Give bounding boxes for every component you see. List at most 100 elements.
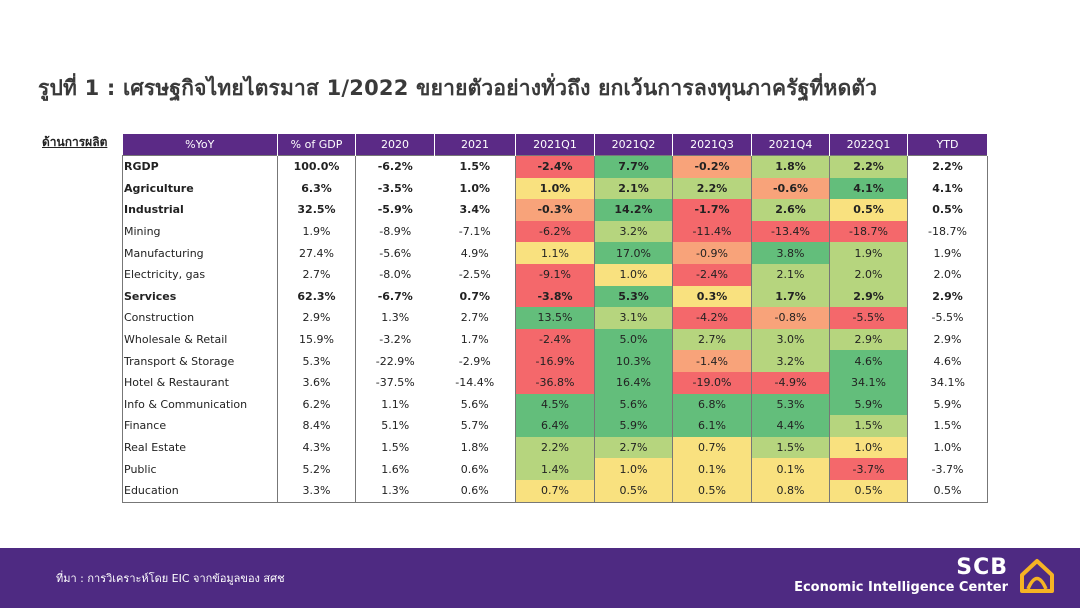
quarter-heat-cell: 4.1% bbox=[829, 177, 908, 200]
scb-logo-icon bbox=[1020, 559, 1054, 593]
year-2021-cell: 1.5% bbox=[434, 154, 516, 178]
row-label: Hotel & Restaurant bbox=[122, 371, 278, 394]
year-2021-cell: 1.0% bbox=[459, 181, 490, 195]
year-2020-cell: 1.3% bbox=[381, 311, 410, 325]
year-2021-cell: 5.7% bbox=[460, 419, 489, 433]
gdp-share-cell: 32.5% bbox=[277, 199, 356, 221]
table-row: Electricity, gas 2.7% -8.0% -2.5% -9.1% 1.0% -… bbox=[122, 263, 988, 286]
table-row: Industrial 32.5% -5.9% 3.4% -0.3% 14.2% -1.7% 2… bbox=[122, 199, 988, 221]
brand-name: SCB bbox=[956, 555, 1008, 580]
quarter-heat-cell: 3.2% bbox=[751, 350, 830, 372]
year-2021-cell: 0.6% bbox=[434, 479, 516, 503]
quarter-heat-cell: 2.1% bbox=[751, 263, 830, 286]
col-header-2021q4: 2021Q4 bbox=[751, 134, 830, 156]
year-2021-cell: 1.7% bbox=[460, 333, 489, 347]
table-row: Transport & Storage 5.3% -22.9% -2.9% -16.9%… bbox=[122, 350, 988, 372]
ytd-cell: -5.5% bbox=[907, 307, 988, 329]
quarter-heat-cell: -1.4% bbox=[672, 350, 752, 372]
quarter-heat-cell: 2.1% bbox=[594, 177, 673, 200]
quarter-heat-cell: 2.2% bbox=[515, 436, 595, 459]
quarter-heat-cell: 2.9% bbox=[829, 285, 908, 308]
row-label: Education bbox=[122, 479, 278, 503]
col-header-2021: 2021 bbox=[434, 134, 516, 156]
ytd-cell: -18.7% bbox=[907, 220, 988, 243]
row-label: RGDP bbox=[122, 154, 278, 178]
year-2020-cell: -8.0% bbox=[379, 268, 412, 282]
ytd-cell: 2.2% bbox=[907, 154, 988, 178]
ytd-cell: 0.5% bbox=[907, 479, 988, 503]
quarter-heat-cell: 0.5% bbox=[829, 479, 908, 503]
quarter-heat-cell: 0.8% bbox=[751, 479, 830, 503]
gdp-share-cell: 100.0% bbox=[277, 154, 356, 178]
quarter-heat-cell: -5.5% bbox=[829, 307, 908, 329]
quarter-heat-cell: 2.6% bbox=[751, 199, 830, 221]
row-label: Construction bbox=[122, 307, 278, 329]
year-2020-cell: -8.9% bbox=[379, 225, 412, 239]
quarter-heat-cell: 4.4% bbox=[751, 415, 830, 437]
quarter-heat-cell: -16.9% bbox=[515, 350, 595, 372]
row-label: Real Estate bbox=[122, 436, 278, 459]
row-label: Public bbox=[122, 458, 278, 480]
gdp-share-cell: 8.4% bbox=[277, 415, 356, 437]
quarter-heat-cell: 1.0% bbox=[594, 263, 673, 286]
quarter-heat-cell: -4.9% bbox=[751, 371, 830, 394]
table-row: Public 5.2% 1.6% 0.6% 1.4% 1.0% 0.1% 0.1% -3.7% -… bbox=[122, 458, 988, 480]
table-row: Manufacturing 27.4% -5.6% 4.9% 1.1% 17.0% -0.9… bbox=[122, 242, 988, 264]
year-2020-cell: -6.2% bbox=[355, 154, 435, 178]
row-label: Manufacturing bbox=[122, 242, 278, 264]
gdp-share-cell: 3.6% bbox=[277, 371, 356, 394]
table-row: Hotel & Restaurant 3.6% -37.5% -14.4% -36.8%… bbox=[122, 371, 988, 394]
quarter-heat-cell: 0.5% bbox=[829, 199, 908, 221]
ytd-cell: 4.6% bbox=[907, 350, 988, 372]
year-2021-cell: -2.5% bbox=[458, 268, 491, 282]
gdp-share-cell: 1.9% bbox=[277, 220, 356, 243]
row-label: Info & Communication bbox=[122, 393, 278, 416]
year-2020-cell: 1.1% bbox=[381, 397, 410, 411]
quarter-heat-cell: 1.7% bbox=[751, 285, 830, 308]
ytd-cell: 34.1% bbox=[907, 371, 988, 394]
quarter-heat-cell: -19.0% bbox=[672, 371, 752, 394]
quarter-heat-cell: 1.1% bbox=[515, 242, 595, 264]
col-header-gdp-share: % of GDP bbox=[277, 134, 356, 156]
quarter-heat-cell: 2.0% bbox=[829, 263, 908, 286]
quarter-heat-cell: 6.8% bbox=[672, 393, 752, 416]
source-note: ที่มา : การวิเคราะห์โดย EIC จากข้อมูลของ… bbox=[56, 572, 285, 585]
ytd-cell: 0.5% bbox=[907, 199, 988, 221]
ytd-cell: 2.9% bbox=[907, 328, 988, 351]
quarter-heat-cell: 5.3% bbox=[751, 393, 830, 416]
quarter-heat-cell: 3.2% bbox=[594, 220, 673, 243]
col-header-ytd: YTD bbox=[907, 134, 988, 156]
quarter-heat-cell: -4.2% bbox=[672, 307, 752, 329]
quarter-heat-cell: 14.2% bbox=[594, 199, 673, 221]
row-label: Services bbox=[122, 285, 278, 308]
year-2021-cell: -14.4% bbox=[455, 376, 495, 390]
ytd-cell: 2.0% bbox=[907, 263, 988, 286]
quarter-heat-cell: 3.8% bbox=[751, 242, 830, 264]
quarter-heat-cell: 0.7% bbox=[672, 436, 752, 459]
gdp-share-cell: 4.3% bbox=[277, 436, 356, 459]
gdp-share-cell: 6.2% bbox=[277, 393, 356, 416]
row-label: Mining bbox=[122, 220, 278, 243]
quarter-heat-cell: 2.2% bbox=[829, 154, 908, 178]
ytd-cell: 1.5% bbox=[907, 415, 988, 437]
row-label: Industrial bbox=[122, 199, 278, 221]
gdp-share-cell: 15.9% bbox=[277, 328, 356, 351]
quarter-heat-cell: -11.4% bbox=[672, 220, 752, 243]
year-2021-cell: 5.6% bbox=[460, 397, 489, 411]
quarter-heat-cell: -3.8% bbox=[515, 285, 595, 308]
ytd-cell: 1.0% bbox=[907, 436, 988, 459]
quarter-heat-cell: 5.6% bbox=[594, 393, 673, 416]
quarter-heat-cell: 1.5% bbox=[751, 436, 830, 459]
ytd-cell: -3.7% bbox=[907, 458, 988, 480]
gdp-share-cell: 5.2% bbox=[277, 458, 356, 480]
table-row: Mining 1.9% -8.9% -7.1% -6.2% 3.2% -11.4% -13.4… bbox=[122, 220, 988, 243]
quarter-heat-cell: -0.8% bbox=[751, 307, 830, 329]
table-header-row: %YoY % of GDP 2020 2021 2021Q1 2021Q2 20… bbox=[122, 134, 988, 156]
gdp-share-cell: 2.9% bbox=[277, 307, 356, 329]
col-header-2021q1: 2021Q1 bbox=[515, 134, 595, 156]
ytd-cell: 1.9% bbox=[907, 242, 988, 264]
quarter-heat-cell: 3.0% bbox=[751, 328, 830, 351]
quarter-heat-cell: -2.4% bbox=[515, 328, 595, 351]
quarter-heat-cell: 16.4% bbox=[594, 371, 673, 394]
year-2020-cell: -3.2% bbox=[379, 333, 412, 347]
